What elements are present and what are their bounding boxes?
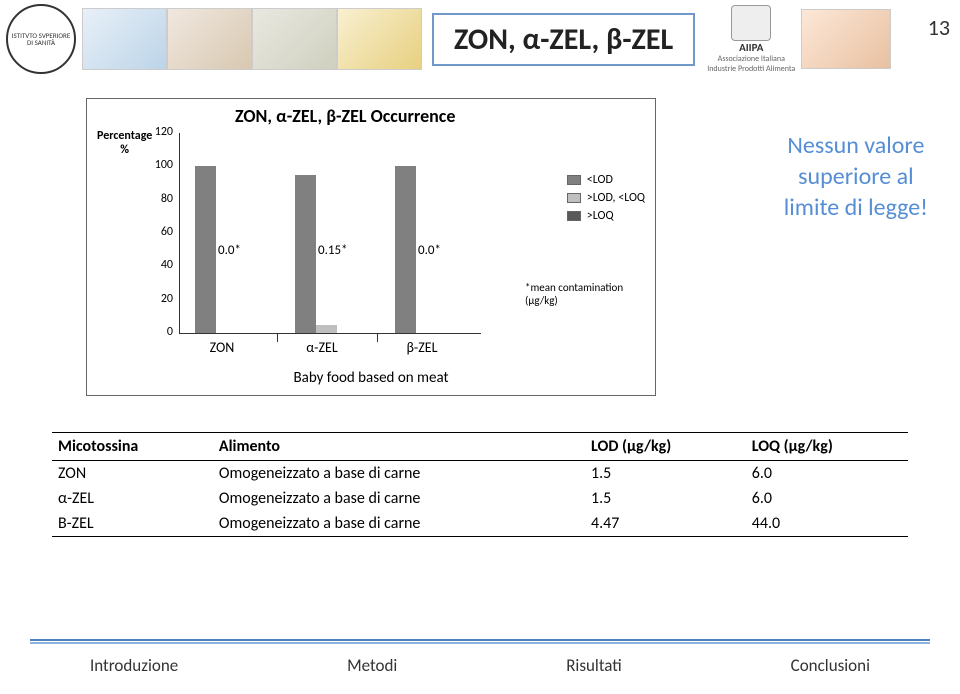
chart-title: ZON, α-ZEL, β-ZEL Occurrence	[235, 105, 455, 127]
table-row: α-ZELOmogeneizzato a base di carne1.56.0	[52, 486, 908, 511]
y-tick: 60	[143, 225, 173, 239]
header-images	[82, 8, 422, 70]
table-cell: Omogeneizzato a base di carne	[213, 486, 585, 511]
bar	[395, 166, 416, 333]
y-label-2: %	[97, 143, 152, 157]
header-band: ISTITVTO SVPERIORE DI SANITÀ ZON, α-ZEL,…	[0, 0, 960, 78]
legend-label: <LOD	[587, 173, 613, 187]
footer-tab: Metodi	[347, 655, 397, 676]
table-cell: 4.47	[585, 511, 746, 537]
footer-divider	[0, 639, 960, 645]
header-image-1	[82, 8, 167, 70]
legend-label: >LOQ	[587, 209, 614, 223]
aiipa-icon	[731, 5, 771, 41]
header-image-3	[252, 8, 337, 70]
bar	[295, 175, 316, 333]
page-number: 13	[928, 14, 950, 41]
table-cell: Β-ZEL	[52, 511, 213, 537]
table-cell: 6.0	[746, 461, 908, 487]
cat-separator	[377, 333, 378, 342]
y-tick: 80	[143, 192, 173, 206]
table-cell: 44.0	[746, 511, 908, 537]
x-category-label: β-ZEL	[387, 339, 457, 356]
y-tick: 100	[143, 158, 173, 172]
header-image-2	[167, 8, 252, 70]
baby-image	[801, 9, 891, 69]
aiipa-logo: AIIPA Associazione Italiana Industrie Pr…	[707, 5, 795, 74]
table-cell: ZON	[52, 461, 213, 487]
aiipa-name: AIIPA	[739, 41, 763, 54]
cat-separator	[277, 333, 278, 342]
legend-label: >LOD, <LOQ	[587, 191, 645, 205]
footer-line-1	[30, 639, 930, 641]
chart-footnote: *mean contamination (µg/kg)	[525, 281, 645, 307]
table-row: ZONOmogeneizzato a base di carne1.56.0	[52, 461, 908, 487]
callout-l1: Nessun valore	[787, 131, 924, 160]
footnote-1: *mean contamination	[525, 281, 645, 294]
legend-swatch	[567, 211, 581, 221]
table-cell: Omogeneizzato a base di carne	[213, 511, 585, 537]
table-cell: Omogeneizzato a base di carne	[213, 461, 585, 487]
legend-item: >LOQ	[567, 209, 645, 223]
table-header-cell: LOQ (µg/kg)	[746, 433, 908, 461]
footer: Introduzione Metodi Risultati Conclusioni	[0, 639, 960, 676]
footnote-2: (µg/kg)	[525, 294, 645, 307]
footer-tabs: Introduzione Metodi Risultati Conclusioni	[0, 645, 960, 676]
footer-line-2	[30, 642, 930, 644]
x-category-label: α-ZEL	[287, 339, 357, 356]
y-tick: 40	[143, 258, 173, 272]
table-cell: 1.5	[585, 486, 746, 511]
table-row: Β-ZELOmogeneizzato a base di carne4.4744…	[52, 511, 908, 537]
table-header-cell: Alimento	[213, 433, 585, 461]
right-logos: AIIPA Associazione Italiana Industrie Pr…	[707, 5, 891, 74]
footer-tab: Risultati	[566, 655, 622, 676]
legend-swatch	[567, 193, 581, 203]
bar-annotation: 0.0*	[418, 243, 441, 258]
bar	[316, 325, 337, 333]
iss-logo-text: ISTITVTO SVPERIORE DI SANITÀ	[8, 32, 74, 46]
chart-subcaption: Baby food based on meat	[87, 369, 655, 387]
table-cell: α-ZEL	[52, 486, 213, 511]
aiipa-sub1: Associazione Italiana	[718, 54, 785, 64]
callout-text: Nessun valore superiore al limite di leg…	[784, 130, 928, 224]
table-cell: 1.5	[585, 461, 746, 487]
x-category-label: ZON	[187, 339, 257, 356]
slide-title: ZON, α-ZEL, β-ZEL	[432, 13, 695, 66]
bar-annotation: 0.15*	[318, 243, 348, 258]
plot-area: 0.0* 0.15* 0.0*	[179, 133, 481, 333]
x-axis-line	[179, 333, 481, 334]
iss-logo: ISTITVTO SVPERIORE DI SANITÀ	[6, 4, 76, 74]
table-header-cell: Micotossina	[52, 433, 213, 461]
y-tick: 120	[143, 125, 173, 139]
chart-legend: <LOD >LOD, <LOQ >LOQ	[567, 173, 645, 227]
occurrence-chart: ZON, α-ZEL, β-ZEL Occurrence Percentage …	[86, 98, 656, 396]
bar-annotation: 0.0*	[218, 243, 241, 258]
legend-item: <LOD	[567, 173, 645, 187]
legend-swatch	[567, 175, 581, 185]
table-cell: 6.0	[746, 486, 908, 511]
y-tick: 20	[143, 292, 173, 306]
y-tick: 0	[143, 325, 173, 339]
callout-l3: limite di legge!	[784, 193, 928, 222]
bar	[195, 166, 216, 333]
footer-tab: Conclusioni	[791, 655, 870, 676]
data-table: MicotossinaAlimentoLOD (µg/kg)LOQ (µg/kg…	[52, 432, 908, 537]
table-header-cell: LOD (µg/kg)	[585, 433, 746, 461]
header-image-4	[337, 8, 422, 70]
callout-l2: superiore al	[798, 162, 914, 191]
aiipa-sub2: Industrie Prodotti Alimenta	[707, 64, 795, 74]
legend-item: >LOD, <LOQ	[567, 191, 645, 205]
footer-tab: Introduzione	[90, 655, 178, 676]
